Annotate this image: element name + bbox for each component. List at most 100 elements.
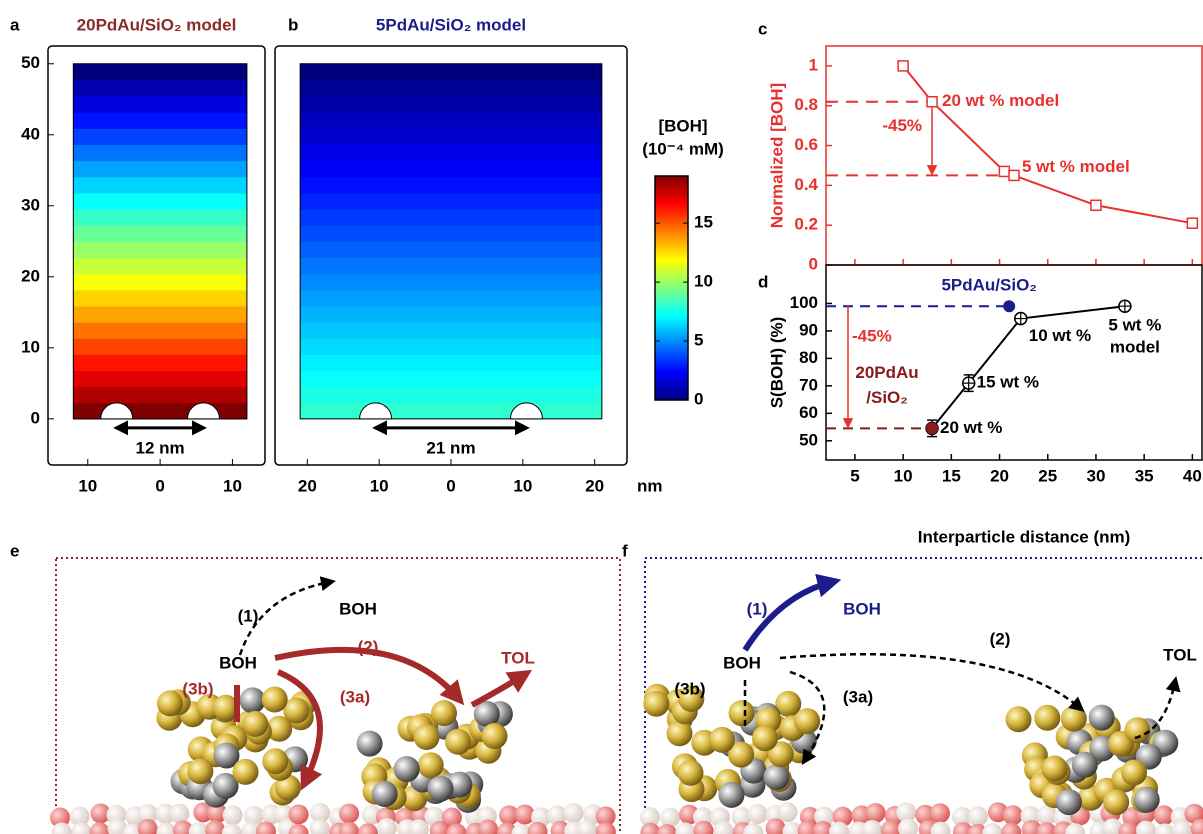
arrow bbox=[274, 646, 465, 706]
atom bbox=[212, 694, 239, 721]
atom bbox=[1071, 751, 1098, 778]
support-atom bbox=[952, 806, 973, 827]
species-label: TOL bbox=[501, 648, 535, 667]
y-tick-label: 0 bbox=[809, 254, 818, 273]
support-atom bbox=[169, 803, 190, 824]
field-band bbox=[300, 305, 602, 323]
y-tick-label: 0.6 bbox=[794, 135, 818, 154]
step-label: (1) bbox=[238, 606, 259, 625]
point-label: 20 wt % bbox=[940, 418, 1002, 437]
marker-cross bbox=[1014, 312, 1027, 325]
colorbar-title: [BOH] bbox=[658, 116, 707, 135]
y-tick-label: 50 bbox=[21, 53, 40, 72]
atom bbox=[283, 697, 310, 724]
atom bbox=[356, 730, 383, 757]
support-atom bbox=[1036, 805, 1057, 826]
annotation: 20 wt % model bbox=[942, 91, 1059, 110]
particles bbox=[640, 683, 1203, 834]
scheme-frame bbox=[55, 557, 621, 834]
field-band bbox=[300, 257, 602, 275]
support-atom bbox=[222, 805, 243, 826]
y-tick-label: 0.4 bbox=[794, 175, 818, 194]
atom bbox=[794, 708, 821, 735]
scheme-e: (1) BOH (2) BOH TOL (3b) (3a) bbox=[50, 557, 621, 834]
support-atom bbox=[713, 820, 734, 834]
y-tick-label: 10 bbox=[21, 337, 40, 356]
atom bbox=[274, 774, 301, 801]
atom bbox=[666, 720, 693, 747]
particle bbox=[359, 402, 393, 420]
support-atom bbox=[137, 804, 158, 825]
panel-label: f bbox=[622, 541, 628, 560]
field-band bbox=[300, 128, 602, 146]
support-atom bbox=[71, 822, 92, 834]
x-tick-label: 30 bbox=[1086, 466, 1105, 485]
support-atom bbox=[1036, 822, 1057, 834]
arrow bbox=[238, 576, 336, 656]
atom bbox=[728, 700, 755, 727]
x-tick-label: 10 bbox=[223, 476, 242, 495]
species-label: BOH bbox=[339, 599, 377, 618]
support-atom bbox=[90, 803, 111, 824]
arrow bbox=[742, 573, 842, 652]
support-atom bbox=[511, 823, 532, 834]
spacing-label: 12 nm bbox=[136, 438, 185, 457]
particle bbox=[509, 402, 543, 420]
field-band bbox=[300, 273, 602, 291]
field-band bbox=[73, 305, 247, 323]
atom bbox=[678, 685, 705, 712]
field-band bbox=[300, 402, 602, 420]
support-atom bbox=[1184, 803, 1203, 824]
colorbar-tick-label: 0 bbox=[694, 389, 703, 408]
field-band bbox=[300, 241, 602, 259]
annotation: -45% bbox=[852, 326, 892, 345]
y-axis-label: Normalized [BOH] bbox=[767, 83, 786, 228]
atom bbox=[393, 756, 420, 782]
highlight-point bbox=[1003, 300, 1016, 313]
panel-label: c bbox=[758, 19, 767, 38]
support-atom bbox=[1001, 822, 1022, 834]
support-atom bbox=[339, 803, 360, 824]
field-band bbox=[73, 289, 247, 307]
field-band bbox=[300, 63, 602, 81]
atom bbox=[1005, 706, 1032, 733]
field-band bbox=[73, 144, 247, 162]
support-atom bbox=[765, 818, 786, 834]
support-atom bbox=[987, 802, 1008, 823]
y-tick-label: 80 bbox=[799, 348, 818, 367]
y-tick-label: 100 bbox=[790, 293, 818, 312]
support-atom bbox=[967, 806, 988, 827]
support-atom bbox=[156, 822, 177, 834]
x-tick-label: 0 bbox=[446, 476, 455, 495]
y-axis-label: S(BOH) (%) bbox=[767, 317, 786, 409]
step-label: (3a) bbox=[340, 687, 370, 706]
arrow bbox=[779, 652, 1085, 712]
atom bbox=[775, 690, 802, 717]
support-atom bbox=[1190, 818, 1203, 834]
field-band bbox=[73, 321, 247, 339]
point-label: model bbox=[1110, 338, 1160, 357]
support-atom bbox=[89, 822, 110, 834]
panel-label: b bbox=[288, 15, 298, 34]
x-tick-label: 10 bbox=[894, 466, 913, 485]
support-atom bbox=[675, 822, 696, 834]
field-band bbox=[73, 402, 247, 420]
point-label: 15 wt % bbox=[977, 373, 1039, 392]
map-frame bbox=[47, 45, 266, 466]
support-atom bbox=[499, 805, 520, 826]
support-atom bbox=[408, 819, 429, 834]
y-tick-label: 1 bbox=[809, 55, 818, 74]
particle bbox=[100, 402, 134, 420]
y-tick-label: 50 bbox=[799, 430, 818, 449]
field-band bbox=[73, 386, 247, 404]
field-band bbox=[300, 96, 602, 113]
atom bbox=[752, 725, 778, 752]
field-band bbox=[73, 225, 247, 242]
data-line bbox=[931, 305, 1125, 430]
step-label: (2) bbox=[358, 637, 379, 656]
support-atom bbox=[1002, 805, 1023, 826]
x-tick-label: 15 bbox=[942, 466, 961, 485]
support-atom bbox=[829, 821, 850, 834]
x-unit: nm bbox=[637, 476, 663, 495]
atom bbox=[728, 741, 755, 768]
